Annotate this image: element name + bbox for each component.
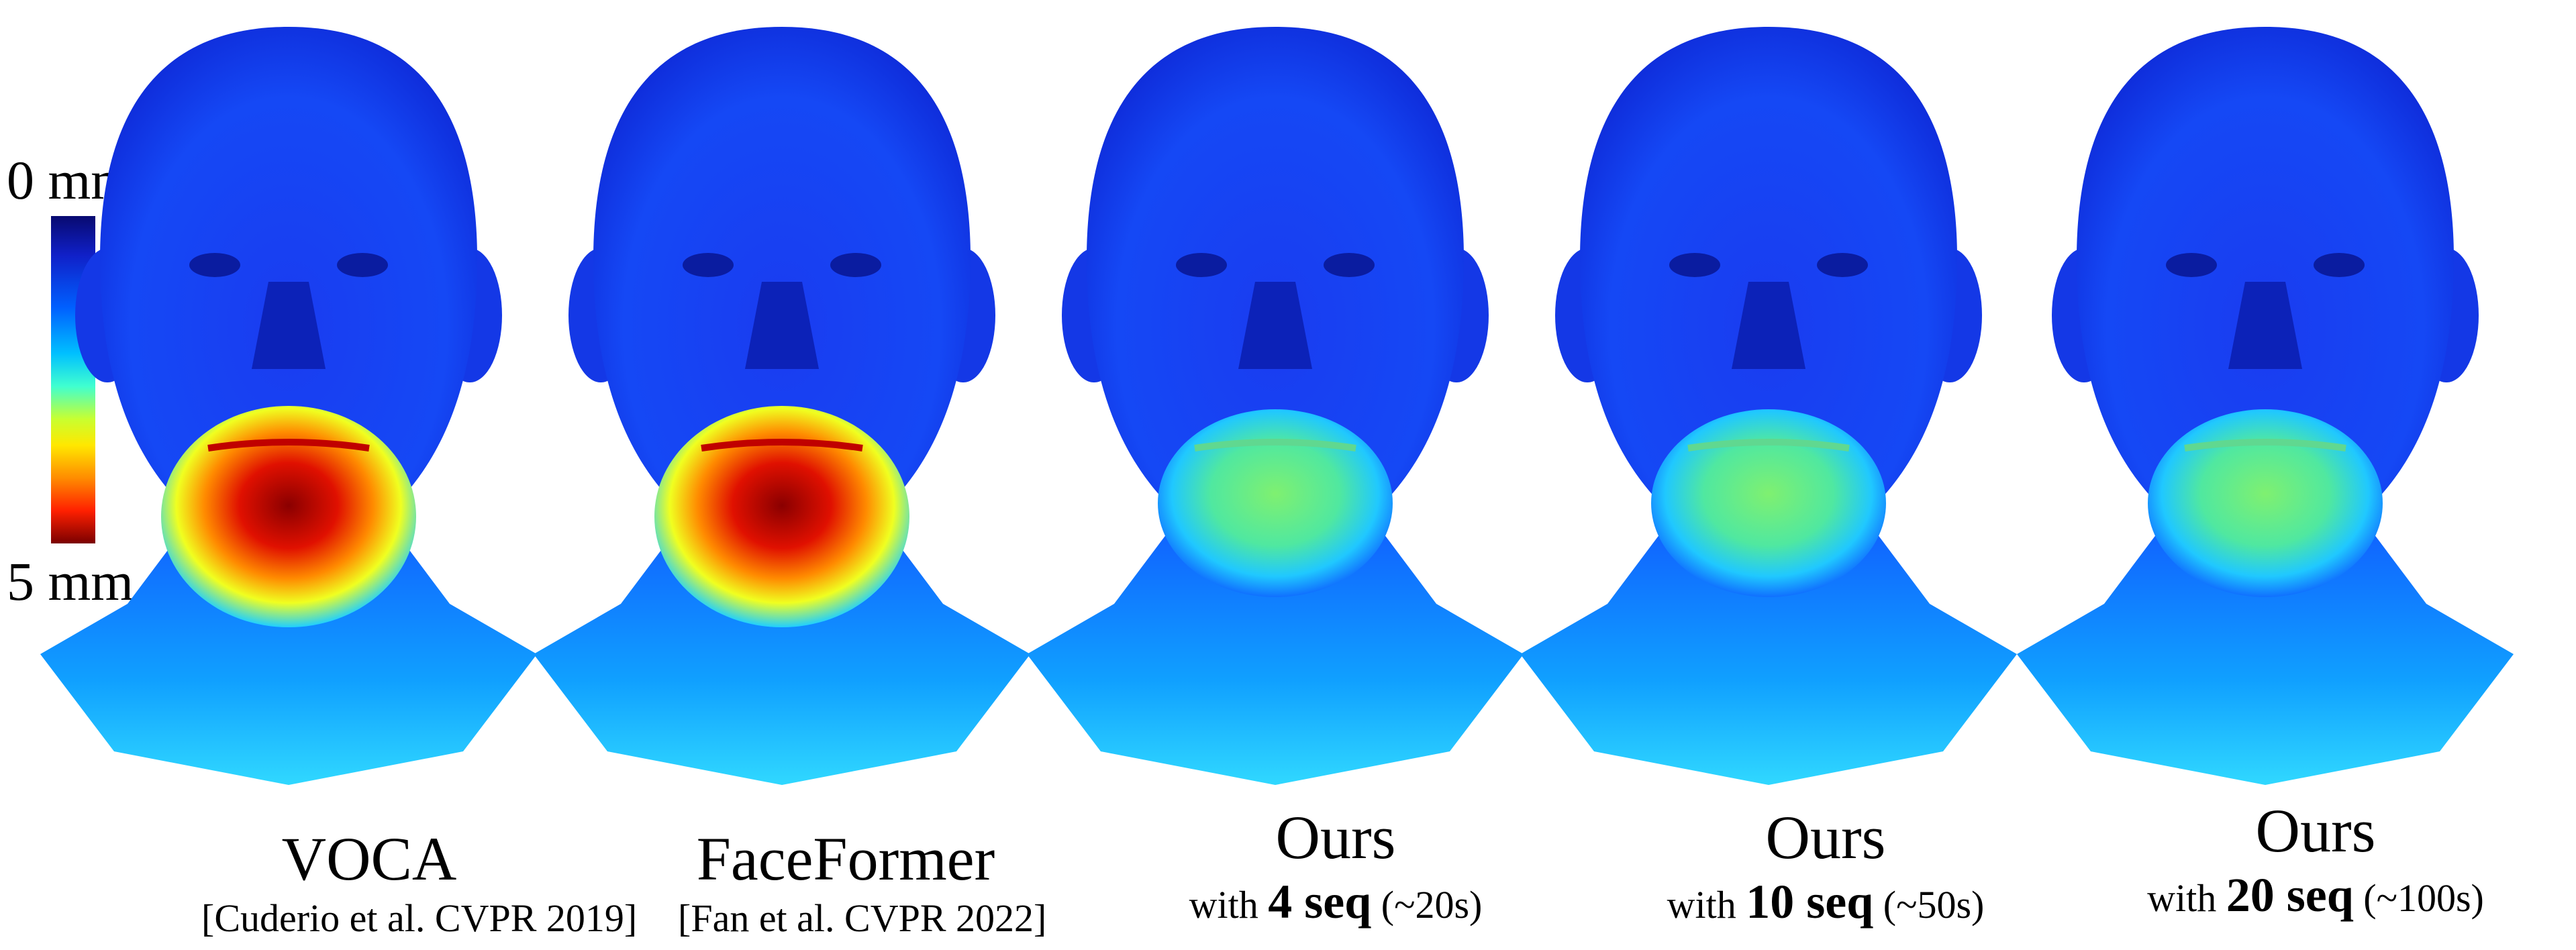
caption-subtitle: [Cuderio et al. CVPR 2019] [201, 896, 638, 940]
mouth [1687, 439, 1850, 452]
right-eye [830, 253, 881, 277]
caption-title: Ours [2255, 796, 2376, 865]
caption-subtitle: [Fan et al. CVPR 2022] [678, 896, 1047, 940]
mouth-error-region [1651, 409, 1886, 597]
mouth-error-region [654, 406, 909, 627]
colorbar-bottom-label: 5 mm [7, 551, 134, 612]
mouth [207, 439, 370, 452]
neck-shoulders [534, 523, 1030, 785]
head-render-2 [534, 27, 1030, 785]
caption-faceformer: FaceFormer [Fan et al. CVPR 2022] [678, 825, 1047, 940]
mouth-error-region [161, 406, 416, 627]
right-eye [2314, 253, 2365, 277]
neck-shoulders [1520, 523, 2017, 785]
head-render-5 [2017, 27, 2514, 785]
neck-shoulders [40, 523, 537, 785]
left-eye [1176, 253, 1227, 277]
left-eye [1669, 253, 1720, 277]
mouth-error-region [1158, 409, 1393, 597]
right-eye [337, 253, 388, 277]
caption-ours-10seq: Ours with 10 seq (~50s) [1638, 805, 2014, 929]
head-render-1 [40, 27, 537, 785]
caption-ours-20seq: Ours with 20 seq (~100s) [2108, 798, 2524, 922]
caption-title: VOCA [281, 825, 457, 893]
head-renderings [40, 27, 2514, 785]
head-render-4 [1520, 27, 2017, 785]
caption-subtitle: with 4 seq (~20s) [1189, 874, 1483, 929]
right-eye [1817, 253, 1868, 277]
mouth [701, 439, 863, 452]
caption-title: FaceFormer [696, 825, 995, 893]
neck-shoulders [1027, 523, 1524, 785]
mouth [2184, 439, 2346, 452]
caption-subtitle: with 10 seq (~50s) [1667, 874, 1985, 929]
nose [252, 282, 326, 369]
left-eye [2166, 253, 2217, 277]
nose [2228, 282, 2302, 369]
caption-title: Ours [1275, 803, 1396, 872]
caption-ours-4seq: Ours with 4 seq (~20s) [1168, 805, 1503, 929]
head-render-3 [1027, 27, 1524, 785]
right-eye [1324, 253, 1375, 277]
neck-shoulders [2017, 523, 2514, 785]
left-eye [683, 253, 734, 277]
nose [1238, 282, 1312, 369]
caption-title: Ours [1765, 803, 1886, 872]
caption-subtitle: with 20 seq (~100s) [2147, 867, 2484, 922]
nose [745, 282, 819, 369]
left-eye [189, 253, 240, 277]
mouth-error-region [2148, 409, 2383, 597]
caption-voca: VOCA [Cuderio et al. CVPR 2019] [201, 825, 638, 940]
nose [1732, 282, 1805, 369]
mouth [1194, 439, 1356, 452]
